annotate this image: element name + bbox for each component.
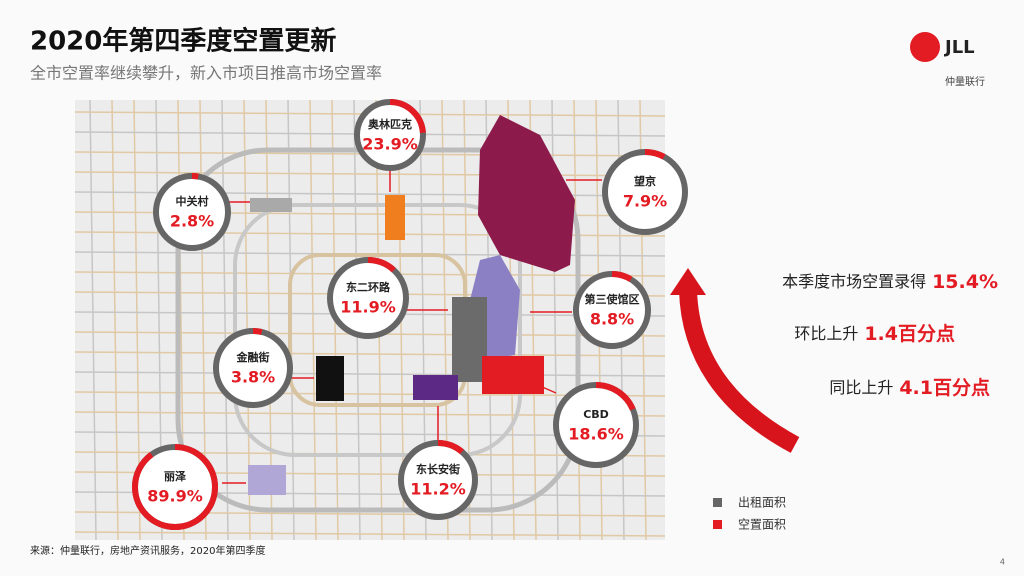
district-name: 奥林匹克 bbox=[367, 117, 412, 131]
road bbox=[74, 171, 666, 177]
donut-hole bbox=[401, 443, 475, 517]
donut-vacancy bbox=[553, 382, 639, 468]
road bbox=[74, 351, 666, 357]
donut-vacancy bbox=[327, 257, 409, 339]
logo-mark bbox=[910, 32, 940, 62]
donut-hole bbox=[135, 447, 215, 527]
district-name: 金融街 bbox=[236, 350, 270, 364]
district-vacancy: 3.8% bbox=[231, 368, 275, 387]
road bbox=[89, 99, 97, 541]
donut-hole bbox=[556, 385, 636, 465]
finance-block bbox=[316, 356, 344, 401]
district-vacancy: 89.9% bbox=[147, 487, 203, 506]
summary-line: 本季度市场空置录得 15.4% bbox=[782, 271, 998, 293]
district-name: 丽泽 bbox=[164, 470, 186, 483]
cbd-block bbox=[482, 356, 544, 394]
lize-block bbox=[248, 465, 286, 495]
summary-text: 本季度市场空置录得 bbox=[782, 272, 926, 291]
summary-value: 4.1百分点 bbox=[899, 377, 990, 399]
donut-vacancy bbox=[602, 149, 688, 235]
east-ring-block bbox=[452, 297, 487, 382]
legend-swatch bbox=[713, 520, 722, 529]
summary-text: 环比上升 bbox=[794, 324, 858, 343]
summary-value: 15.4% bbox=[932, 271, 998, 293]
donut-vacancy bbox=[573, 271, 651, 349]
page-number: 4 bbox=[1000, 558, 1005, 567]
legend-label: 出租面积 bbox=[738, 496, 786, 510]
donut-hole bbox=[605, 152, 685, 232]
olympic-block bbox=[385, 195, 405, 240]
legend-swatch bbox=[713, 498, 722, 507]
summary-value: 1.4百分点 bbox=[864, 323, 955, 345]
road bbox=[111, 99, 119, 541]
donut-vacancy bbox=[354, 99, 426, 171]
district-name: 第三使馆区 bbox=[585, 292, 640, 306]
donut-hole bbox=[576, 274, 648, 346]
donut-vacancy bbox=[153, 173, 231, 251]
district-vacancy: 8.8% bbox=[590, 310, 634, 329]
district-name: CBD bbox=[583, 408, 609, 421]
district-name: 中关村 bbox=[176, 194, 209, 208]
summary-text: 同比上升 bbox=[829, 378, 893, 397]
donut-vacancy bbox=[213, 328, 293, 408]
trend-arrow-head bbox=[670, 268, 706, 295]
source: 来源：仲量联行，房地产资讯服务，2020年第四季度 bbox=[30, 544, 265, 557]
donut-hole bbox=[156, 176, 228, 248]
district-name: 东长安街 bbox=[416, 462, 460, 476]
district-vacancy: 2.8% bbox=[170, 212, 214, 231]
ring-road bbox=[233, 203, 522, 457]
donut-hole bbox=[216, 331, 290, 405]
wangjing-block bbox=[478, 115, 575, 272]
district-vacancy: 11.9% bbox=[340, 298, 396, 317]
road bbox=[74, 371, 666, 377]
district-name: 望京 bbox=[634, 174, 656, 188]
road bbox=[74, 531, 666, 537]
subtitle: 全市空置率继续攀升，新入市项目推高市场空置率 bbox=[30, 64, 382, 83]
logo-brand: JLL bbox=[943, 37, 975, 58]
summary-line: 环比上升 1.4百分点 bbox=[794, 323, 955, 345]
logo-name: 仲量联行 bbox=[945, 75, 985, 88]
donut-hole bbox=[330, 260, 406, 336]
district-name: 东二环路 bbox=[346, 280, 391, 294]
district-vacancy: 23.9% bbox=[362, 135, 418, 154]
district-vacancy: 18.6% bbox=[568, 425, 624, 444]
donut-hole bbox=[357, 102, 423, 168]
summary-line: 同比上升 4.1百分点 bbox=[829, 377, 990, 399]
district-vacancy: 7.9% bbox=[623, 192, 667, 211]
district-vacancy: 11.2% bbox=[410, 480, 466, 499]
legend-label: 空置面积 bbox=[738, 518, 786, 532]
zgc-block bbox=[250, 198, 292, 212]
trend-arrow bbox=[679, 289, 800, 453]
donut-vacancy bbox=[398, 440, 478, 520]
chang-an-block bbox=[413, 375, 458, 400]
callout-arrow bbox=[539, 385, 557, 394]
title: 2020年第四季度空置更新 bbox=[30, 26, 336, 57]
donut-vacancy bbox=[132, 444, 218, 530]
